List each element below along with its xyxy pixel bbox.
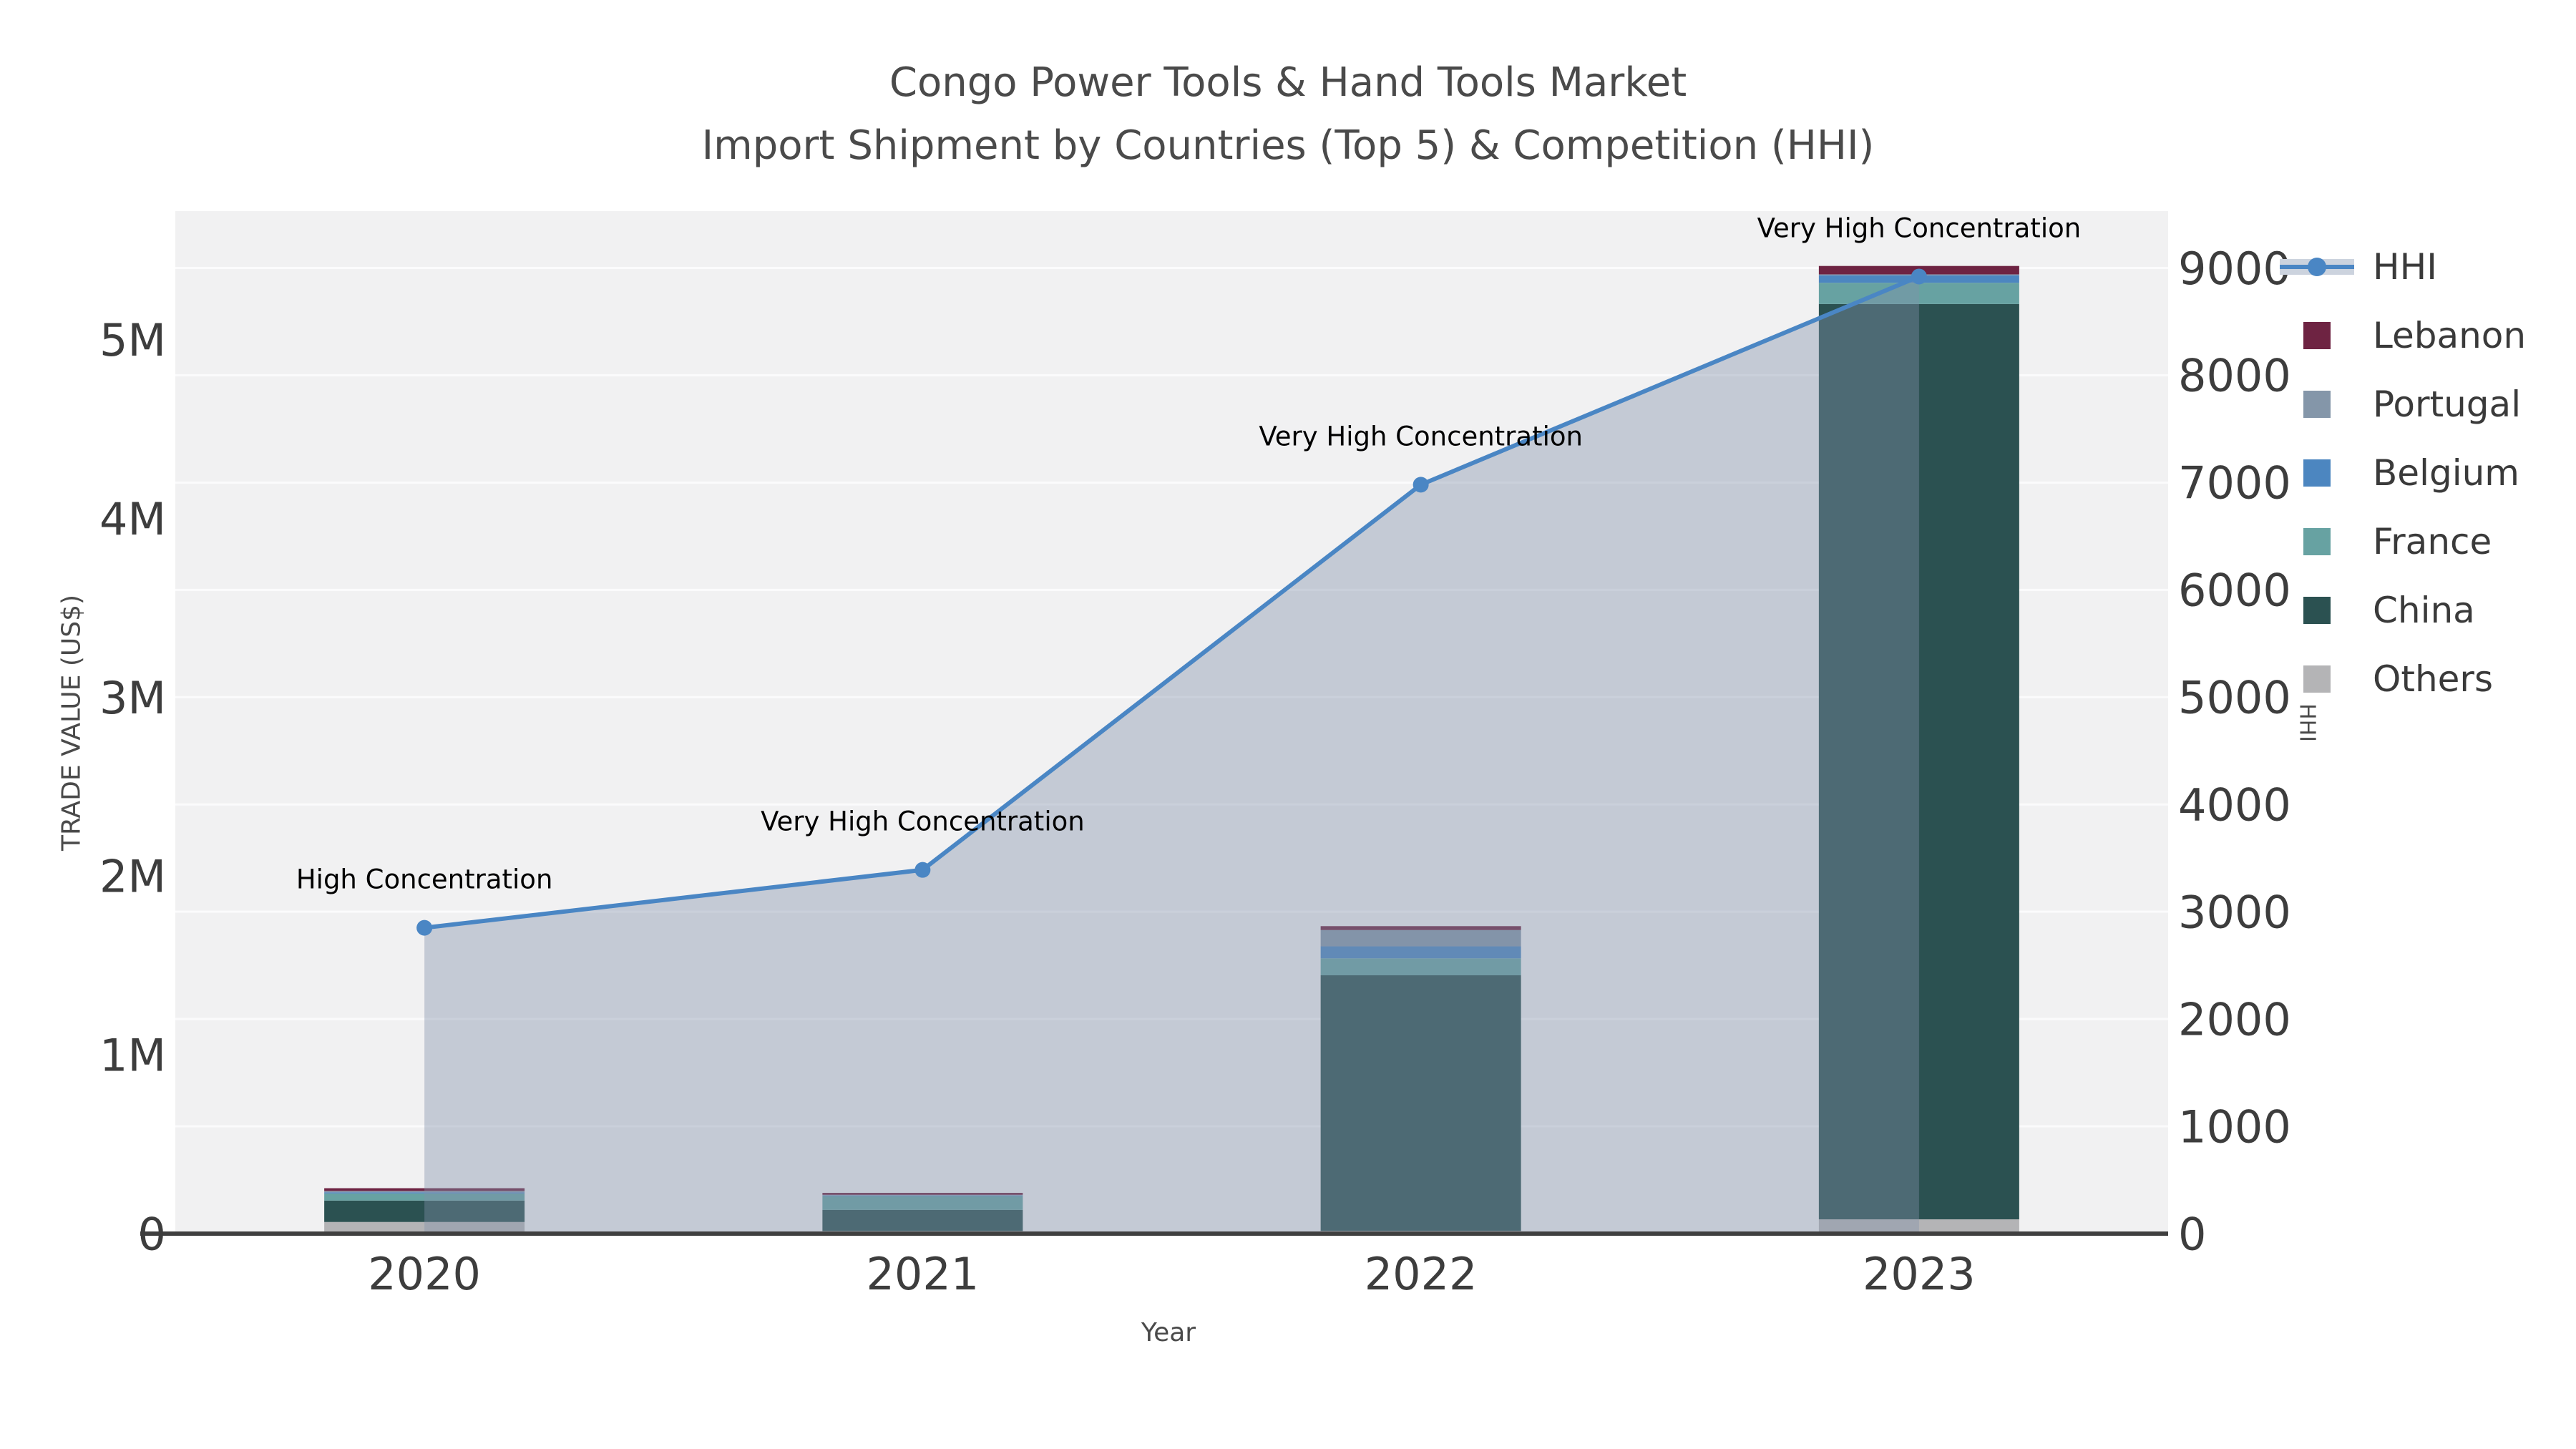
y-left-tick: 4M xyxy=(99,493,166,545)
legend-item-china: China xyxy=(2280,576,2526,645)
y-right-tick: 4000 xyxy=(2178,779,2291,831)
color-swatch-icon xyxy=(2280,321,2354,350)
chart-title-line2: Import Shipment by Countries (Top 5) & C… xyxy=(701,122,1875,169)
color-swatch-icon xyxy=(2280,665,2354,693)
color-swatch-icon xyxy=(2280,390,2354,419)
bar-segments xyxy=(324,265,2019,1234)
y-right-tick: 1000 xyxy=(2178,1101,2291,1153)
hhi-marker-2021 xyxy=(914,862,931,878)
bar-portugal-2020 xyxy=(324,1191,525,1193)
legend-label: China xyxy=(2373,590,2475,631)
hhi-line-icon xyxy=(2280,253,2354,281)
x-tick-2022: 2022 xyxy=(1365,1248,1478,1300)
bar-china-2023 xyxy=(1818,303,2019,1220)
legend-item-hhi: HHI xyxy=(2280,233,2526,301)
bar-belgium-2022 xyxy=(1320,946,1521,959)
legend-label: Portugal xyxy=(2373,384,2522,425)
legend-item-others: Others xyxy=(2280,645,2526,713)
legend-item-belgium: Belgium xyxy=(2280,439,2526,507)
y-left-tick: 0 xyxy=(138,1208,166,1260)
annotation-2022: Very High Concentration xyxy=(1259,421,1583,452)
y-right-tick: 3000 xyxy=(2178,886,2291,938)
annotations: High Concentration Very High Concentratio… xyxy=(296,213,2081,894)
bar-france-2020 xyxy=(324,1193,525,1201)
chart-title-line1: Congo Power Tools & Hand Tools Market xyxy=(889,59,1687,106)
hhi-markers xyxy=(416,268,1927,936)
color-swatch-icon xyxy=(2280,596,2354,625)
x-tick-2020: 2020 xyxy=(368,1248,481,1300)
x-axis-label: Year xyxy=(1141,1318,1196,1347)
y-right-tick: 5000 xyxy=(2178,672,2291,724)
y-left-tick: 5M xyxy=(99,314,166,366)
bar-portugal-2022 xyxy=(1320,930,1521,947)
y-right-tick: 7000 xyxy=(2178,457,2291,509)
legend-item-portugal: Portugal xyxy=(2280,370,2526,439)
bar-others-2020 xyxy=(324,1221,525,1234)
legend-label: Lebanon xyxy=(2373,315,2527,356)
legend-item-france: France xyxy=(2280,507,2526,576)
legend-label: Belgium xyxy=(2373,452,2519,494)
bar-lebanon-2022 xyxy=(1320,926,1521,930)
bar-france-2023 xyxy=(1818,283,2019,304)
bar-china-2021 xyxy=(822,1209,1023,1231)
y-right-tick: 9000 xyxy=(2178,243,2291,295)
legend-label: HHI xyxy=(2373,246,2437,288)
y-right-tick: 0 xyxy=(2178,1208,2206,1260)
legend-label: France xyxy=(2373,521,2492,562)
x-axis-ticks: 2020 2021 2022 2023 xyxy=(368,1248,1976,1300)
color-swatch-icon xyxy=(2280,459,2354,487)
y-left-tick: 3M xyxy=(99,672,166,724)
y-axis-right-ticks: 0 1000 2000 3000 4000 5000 6000 7000 8000 9000 xyxy=(2178,243,2291,1261)
annotation-2021: Very High Concentration xyxy=(761,806,1085,837)
annotation-2020: High Concentration xyxy=(296,864,553,895)
bar-france-2022 xyxy=(1320,958,1521,976)
bar-portugal-2021 xyxy=(822,1194,1023,1196)
hhi-line xyxy=(424,274,1921,930)
bar-belgium-2020 xyxy=(324,1192,525,1194)
hhi-marker-2020 xyxy=(416,919,433,936)
bar-china-2022 xyxy=(1320,975,1521,1231)
y-left-tick: 1M xyxy=(99,1029,166,1081)
legend-item-lebanon: Lebanon xyxy=(2280,301,2526,370)
y-left-tick: 2M xyxy=(99,851,166,903)
hhi-marker-2022 xyxy=(1413,477,1429,493)
y-axis-left-ticks: 0 1M 2M 3M 4M 5M xyxy=(99,314,166,1260)
chart-title: Congo Power Tools & Hand Tools Market Im… xyxy=(0,52,2576,177)
hhi-area-fill xyxy=(424,276,1919,1234)
legend: HHI Lebanon Portugal Belgium France China Othe… xyxy=(2280,233,2526,713)
hhi-marker-2023 xyxy=(1911,268,1927,285)
y-right-tick: 2000 xyxy=(2178,993,2291,1045)
x-tick-2021: 2021 xyxy=(866,1248,979,1300)
annotation-2023: Very High Concentration xyxy=(1757,213,2082,243)
bar-lebanon-2020 xyxy=(324,1188,525,1191)
y-right-tick: 8000 xyxy=(2178,350,2291,402)
bar-china-2020 xyxy=(324,1200,525,1222)
bar-france-2021 xyxy=(822,1196,1023,1210)
y-right-tick: 6000 xyxy=(2178,565,2291,617)
legend-label: Others xyxy=(2373,658,2494,700)
bar-lebanon-2021 xyxy=(822,1193,1023,1195)
color-swatch-icon xyxy=(2280,527,2354,556)
x-tick-2023: 2023 xyxy=(1863,1248,1976,1300)
bar-others-2023 xyxy=(1818,1219,2019,1234)
